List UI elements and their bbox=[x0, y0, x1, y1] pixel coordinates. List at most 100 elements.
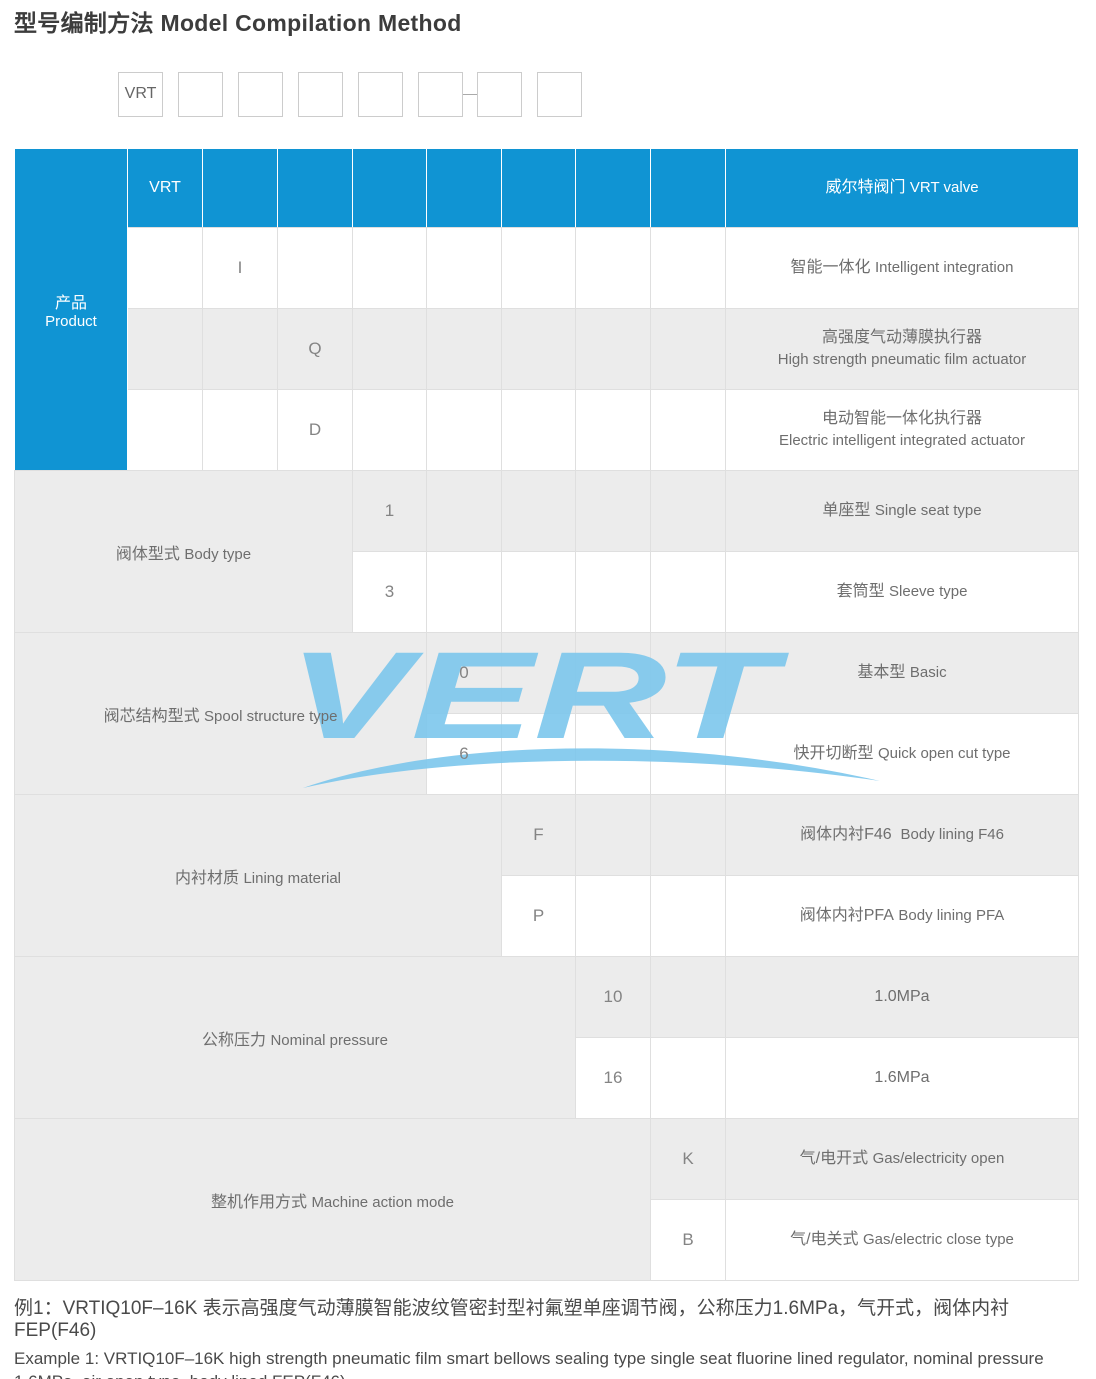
code-cell-i: I bbox=[202, 227, 278, 309]
table-row: 产品 Product VRT 威尔特阀门 VRT valve bbox=[14, 148, 1079, 471]
code-box-actuator bbox=[238, 71, 283, 117]
empty-cell bbox=[127, 389, 203, 471]
code-cell-16: 16 bbox=[575, 1037, 651, 1119]
empty-cell bbox=[575, 551, 651, 633]
table-row: D 电动智能一体化执行器 Electric intelligent integra… bbox=[15, 389, 1079, 471]
code-prefix-label: VRT bbox=[124, 85, 157, 102]
model-table: 产品 Product VRT 威尔特阀门 VRT valve I bbox=[14, 148, 1079, 1281]
code-cell-d: D bbox=[277, 389, 353, 471]
code-box-lining bbox=[418, 71, 463, 117]
code-cell-3: 3 bbox=[352, 551, 427, 633]
empty-cell bbox=[575, 470, 651, 552]
empty-cell bbox=[650, 1037, 726, 1119]
empty-cell bbox=[575, 713, 651, 795]
desc-cell-1: 单座型 Single seat type bbox=[725, 470, 1079, 552]
empty-cell bbox=[501, 551, 576, 633]
table-row: 阀体型式 Body type 1 单座型 Single seat type bbox=[14, 470, 1079, 633]
empty-cell bbox=[501, 227, 576, 309]
empty-cell bbox=[202, 308, 278, 390]
table-row: 公称压力 Nominal pressure 10 1.0MPa bbox=[14, 956, 1079, 1119]
empty-cell bbox=[650, 148, 726, 228]
empty-cell bbox=[575, 308, 651, 390]
table-row: 内衬材质 Lining material F 阀体内衬F46 Body lini… bbox=[14, 794, 1079, 957]
example-line-en: Example 1: VRTIQ10F–16K high strength pn… bbox=[14, 1349, 1044, 1379]
desc-cell-q: 高强度气动薄膜执行器 High strength pneumatic film a… bbox=[725, 308, 1079, 390]
desc-cell-3: 套筒型 Sleeve type bbox=[725, 551, 1079, 633]
page-title: 型号编制方法 Model Compilation Method bbox=[14, 10, 462, 36]
empty-cell bbox=[426, 227, 502, 309]
table-row: 整机作用方式 Machine action mode K 气/电开式 Gas/e… bbox=[14, 1118, 1079, 1281]
code-box-prefix: VRT bbox=[118, 71, 163, 117]
code-cell-0: 0 bbox=[426, 632, 502, 714]
empty-cell bbox=[575, 227, 651, 309]
empty-cell bbox=[277, 148, 353, 228]
table-row: 3 套筒型 Sleeve type bbox=[15, 551, 1079, 633]
code-box-pressure bbox=[477, 71, 522, 117]
desc-cell-b: 气/电关式 Gas/electric close type bbox=[725, 1199, 1079, 1281]
empty-cell bbox=[575, 875, 651, 957]
empty-cell bbox=[426, 389, 502, 471]
desc-cell-0: 基本型 Basic bbox=[725, 632, 1079, 714]
category-cell-lining-material: 内衬材质 Lining material bbox=[14, 794, 502, 957]
code-cell-vrt: VRT bbox=[127, 148, 203, 228]
empty-cell bbox=[127, 308, 203, 390]
desc-cell-k: 气/电开式 Gas/electricity open bbox=[725, 1118, 1079, 1200]
empty-cell bbox=[501, 389, 576, 471]
empty-cell bbox=[352, 227, 427, 309]
empty-cell bbox=[352, 389, 427, 471]
empty-cell bbox=[650, 551, 726, 633]
code-box-body-type bbox=[298, 71, 343, 117]
empty-cell bbox=[650, 389, 726, 471]
code-box-spool-type bbox=[358, 71, 403, 117]
desc-cell-vrt: 威尔特阀门 VRT valve bbox=[725, 148, 1079, 228]
desc-cell-6: 快开切断型 Quick open cut type bbox=[725, 713, 1079, 795]
category-cell-product: 产品 Product bbox=[14, 148, 128, 471]
empty-cell bbox=[501, 632, 576, 714]
empty-cell bbox=[202, 389, 278, 471]
desc-cell-16: 1.6MPa bbox=[725, 1037, 1079, 1119]
code-cell-q: Q bbox=[277, 308, 353, 390]
empty-cell bbox=[352, 308, 427, 390]
table-row: Q 高强度气动薄膜执行器 High strength pneumatic film… bbox=[15, 308, 1079, 390]
empty-cell bbox=[426, 470, 502, 552]
empty-cell bbox=[426, 551, 502, 633]
code-cell-f: F bbox=[501, 794, 576, 876]
category-cell-machine-action-mode: 整机作用方式 Machine action mode bbox=[14, 1118, 651, 1281]
empty-cell bbox=[575, 794, 651, 876]
empty-cell bbox=[575, 148, 651, 228]
code-cell-10: 10 bbox=[575, 956, 651, 1038]
desc-cell-10: 1.0MPa bbox=[725, 956, 1079, 1038]
table-row: 16 1.6MPa bbox=[15, 1037, 1079, 1119]
empty-cell bbox=[501, 713, 576, 795]
empty-cell bbox=[277, 227, 353, 309]
category-cell-nominal-pressure: 公称压力 Nominal pressure bbox=[14, 956, 576, 1119]
empty-cell bbox=[650, 470, 726, 552]
empty-cell bbox=[426, 148, 502, 228]
empty-cell bbox=[426, 308, 502, 390]
empty-cell bbox=[650, 227, 726, 309]
code-box-action-mode bbox=[537, 71, 582, 117]
table-row: I 智能一体化 Intelligent integration bbox=[15, 227, 1079, 309]
empty-cell bbox=[575, 389, 651, 471]
empty-cell bbox=[575, 632, 651, 714]
code-cell-p: P bbox=[501, 875, 576, 957]
desc-cell-i: 智能一体化 Intelligent integration bbox=[725, 227, 1079, 309]
code-box-actuator-type bbox=[178, 71, 223, 117]
empty-cell bbox=[501, 148, 576, 228]
table-row: P 阀体内衬PFA Body lining PFA bbox=[15, 875, 1079, 957]
empty-cell bbox=[650, 875, 726, 957]
code-cell-1: 1 bbox=[352, 470, 427, 552]
example-block: 例1：VRTIQ10F–16K 表示高强度气动薄膜智能波纹管密封型衬氟塑单座调节… bbox=[14, 1293, 1082, 1379]
category-cell-spool-structure: 阀芯结构型式 Spool structure type bbox=[14, 632, 427, 795]
table-row: 阀芯结构型式 Spool structure type 0 基本型 Basic bbox=[14, 632, 1079, 795]
example-line-zh: 例1：VRTIQ10F–16K 表示高强度气动薄膜智能波纹管密封型衬氟塑单座调节… bbox=[14, 1298, 1010, 1341]
model-code-diagram: VRT bbox=[118, 71, 582, 117]
code-dash bbox=[463, 93, 477, 95]
model-table-wrap: 产品 Product VRT 威尔特阀门 VRT valve I bbox=[14, 148, 1079, 1281]
table-row: B 气/电关式 Gas/electric close type bbox=[15, 1199, 1079, 1281]
empty-cell bbox=[352, 148, 427, 228]
desc-cell-f: 阀体内衬F46 Body lining F46 bbox=[725, 794, 1079, 876]
empty-cell bbox=[501, 470, 576, 552]
empty-cell bbox=[501, 308, 576, 390]
